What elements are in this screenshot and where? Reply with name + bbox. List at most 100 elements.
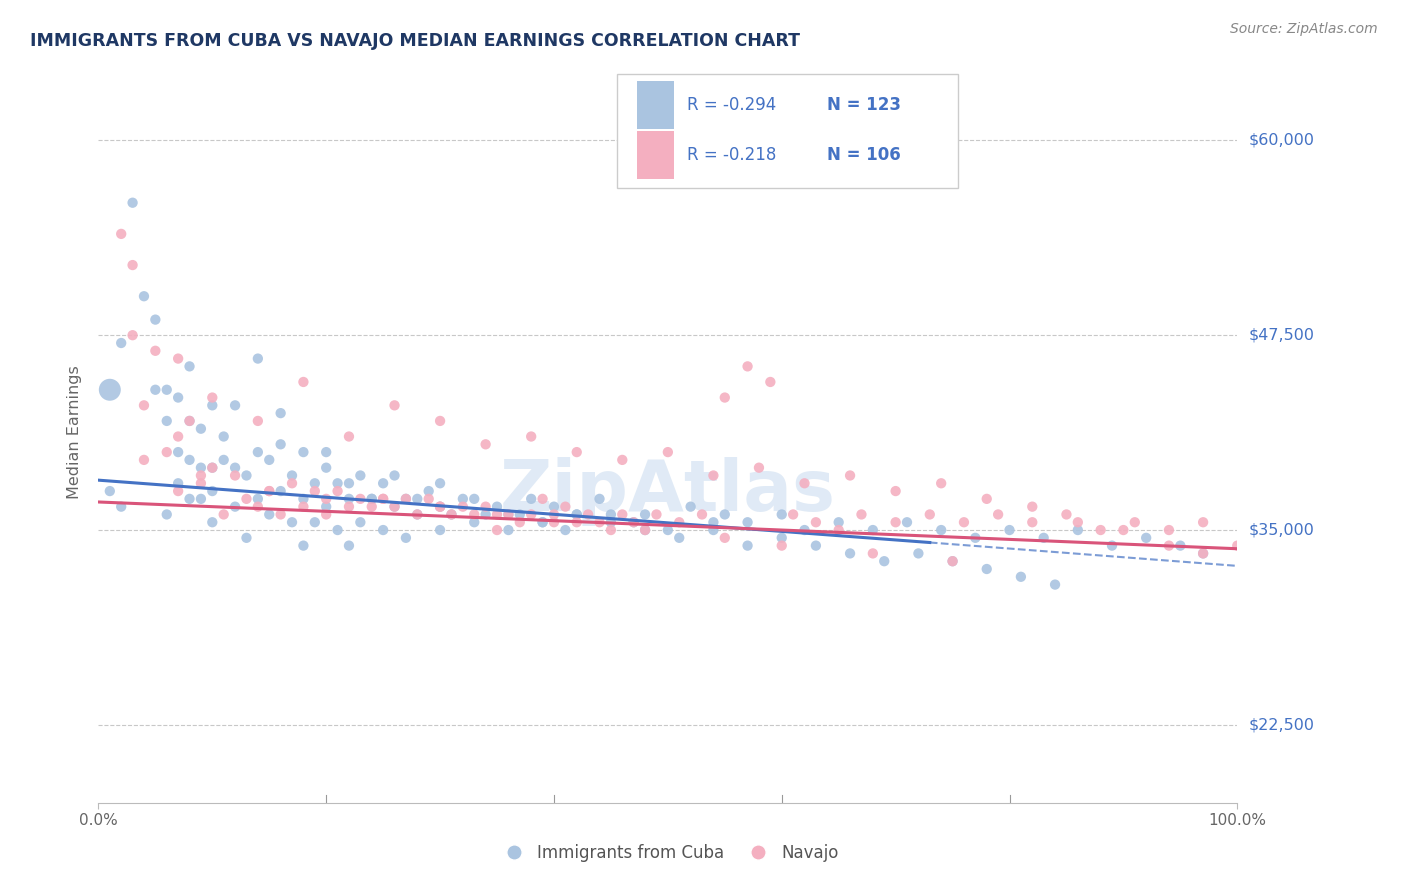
- Point: [145, 312, 167, 326]
- Point: [259, 453, 281, 467]
- Point: [474, 508, 496, 522]
- Point: [702, 515, 724, 529]
- Point: [509, 515, 531, 529]
- Point: [588, 491, 610, 506]
- Y-axis label: Median Earnings: Median Earnings: [67, 366, 83, 500]
- Point: [304, 484, 326, 499]
- Point: [326, 484, 349, 499]
- Point: [201, 484, 224, 499]
- Point: [657, 445, 679, 459]
- Point: [623, 515, 645, 529]
- Point: [634, 523, 657, 537]
- Point: [270, 484, 292, 499]
- Point: [520, 491, 543, 506]
- Point: [862, 523, 884, 537]
- Point: [326, 476, 349, 491]
- Point: [371, 491, 394, 506]
- Point: [862, 546, 884, 560]
- Point: [770, 539, 793, 553]
- Point: [360, 500, 382, 514]
- Point: [360, 491, 382, 506]
- Point: [281, 468, 304, 483]
- Point: [201, 515, 224, 529]
- Point: [918, 508, 941, 522]
- Point: [634, 508, 657, 522]
- Point: [907, 546, 929, 560]
- Text: R = -0.218: R = -0.218: [688, 146, 776, 164]
- Point: [498, 508, 520, 522]
- Point: [156, 414, 179, 428]
- Point: [349, 468, 371, 483]
- Point: [246, 414, 269, 428]
- Point: [235, 531, 257, 545]
- Point: [1135, 531, 1157, 545]
- Point: [270, 437, 292, 451]
- Point: [349, 491, 371, 506]
- Point: [212, 508, 235, 522]
- Point: [463, 491, 485, 506]
- Text: N = 106: N = 106: [827, 146, 901, 164]
- Point: [179, 453, 201, 467]
- Point: [588, 515, 610, 529]
- Point: [451, 500, 474, 514]
- Point: [793, 476, 815, 491]
- Point: [759, 375, 782, 389]
- Point: [156, 445, 179, 459]
- Point: [474, 500, 496, 514]
- Point: [259, 484, 281, 499]
- Point: [190, 468, 212, 483]
- Point: [167, 484, 190, 499]
- Point: [337, 491, 360, 506]
- Point: [998, 523, 1021, 537]
- Point: [498, 508, 520, 522]
- Point: [121, 195, 143, 210]
- Point: [360, 491, 382, 506]
- Point: [406, 491, 429, 506]
- Point: [429, 414, 451, 428]
- Point: [520, 429, 543, 443]
- Point: [1043, 577, 1066, 591]
- Bar: [637, 80, 673, 128]
- Point: [645, 508, 668, 522]
- Point: [451, 491, 474, 506]
- Point: [576, 508, 599, 522]
- Point: [246, 491, 269, 506]
- Point: [509, 508, 531, 522]
- Point: [429, 476, 451, 491]
- Point: [737, 539, 759, 553]
- Point: [1192, 546, 1215, 560]
- Point: [851, 508, 873, 522]
- Point: [406, 508, 429, 522]
- Point: [292, 375, 315, 389]
- Point: [1112, 523, 1135, 537]
- Point: [190, 491, 212, 506]
- Point: [281, 515, 304, 529]
- Point: [429, 523, 451, 537]
- Point: [486, 508, 509, 522]
- Point: [315, 460, 337, 475]
- Point: [565, 508, 588, 522]
- Point: [1054, 508, 1078, 522]
- Point: [1021, 515, 1043, 529]
- Point: [565, 445, 588, 459]
- Point: [440, 508, 463, 522]
- Point: [167, 429, 190, 443]
- Point: [371, 491, 394, 506]
- Point: [1157, 523, 1180, 537]
- Point: [1157, 539, 1180, 553]
- Point: [384, 468, 406, 483]
- Point: [463, 508, 485, 522]
- Point: [1021, 500, 1043, 514]
- Point: [235, 468, 257, 483]
- Point: [737, 515, 759, 529]
- Point: [384, 398, 406, 412]
- Point: [965, 531, 987, 545]
- Point: [804, 515, 827, 529]
- Point: [201, 391, 224, 405]
- Point: [224, 398, 246, 412]
- Point: [429, 500, 451, 514]
- Point: [953, 515, 976, 529]
- Point: [942, 554, 965, 568]
- Point: [395, 491, 418, 506]
- Point: [520, 508, 543, 522]
